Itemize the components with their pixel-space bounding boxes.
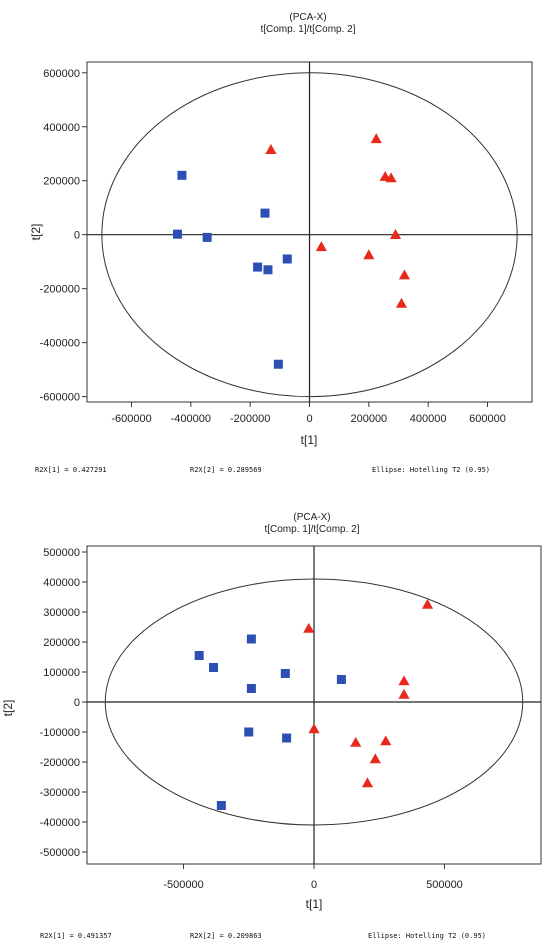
- chart-1-subtitle: t[Comp. 1]/t[Comp. 2]: [260, 24, 355, 35]
- chart-1-x-tick-label: -400000: [171, 413, 211, 425]
- chart-2-hotelling-ellipse: [104, 578, 524, 826]
- chart-1-stat-r2x1: R2X[1] = 0.427291: [35, 466, 107, 474]
- chart-1-point-triangle: [370, 133, 382, 144]
- chart-1-y-tick-label: -200000: [40, 284, 80, 296]
- chart-2-point-square: [244, 727, 254, 737]
- chart-2-point-square: [282, 733, 292, 743]
- chart-2-y-tick-label: -500000: [40, 847, 80, 859]
- chart-2-stat-r2x1: R2X[1] = 0.491357: [40, 932, 112, 940]
- chart-2-point-square: [194, 651, 204, 660]
- chart-2-point-triangle: [421, 598, 434, 609]
- chart-1-x-tick-label: 600000: [469, 413, 506, 425]
- pca-scores-plot-1: (PCA-X) t[Comp. 1]/t[Comp. 2] -600000 -40…: [29, 12, 533, 474]
- chart-1-point-square: [177, 170, 187, 180]
- chart-2-stat-r2x2: R2X[2] = 0.209863: [190, 932, 262, 940]
- chart-1-y-tick-label: -600000: [40, 392, 80, 404]
- chart-1-point-square: [273, 359, 283, 369]
- pca-scores-plot-2: (PCA-X) t[Comp. 1]/t[Comp. 2] -500000 0 50…: [0, 490, 549, 948]
- chart-1-stat-r2x2: R2X[2] = 0.289569: [190, 466, 262, 474]
- chart-2-point-triangle: [303, 622, 315, 633]
- chart-2-subtitle: t[Comp. 1]/t[Comp. 2]: [264, 524, 359, 535]
- chart-1-stat-ellipse: Ellipse: Hotelling T2 (0.95): [372, 466, 490, 474]
- chart-1-x-tick-label: 400000: [410, 413, 447, 425]
- chart-1-svg: (PCA-X) t[Comp. 1]/t[Comp. 2] -600000 -40…: [29, 12, 533, 474]
- chart-2-y-tick-label: -100000: [40, 727, 80, 739]
- chart-1-y-tick-label: 200000: [43, 176, 80, 188]
- chart-2-y-tick-label: 100000: [43, 667, 80, 679]
- chart-1-x-axis-label: t[1]: [301, 433, 318, 447]
- chart-2-point-square: [246, 634, 256, 644]
- chart-2-point-triangle: [350, 736, 362, 747]
- chart-2-point-triangle: [398, 675, 410, 686]
- chart-2-y-tick-label: -200000: [40, 757, 80, 769]
- chart-1-title: (PCA-X): [289, 12, 326, 23]
- chart-1-point-triangle: [315, 241, 327, 252]
- chart-1-point-square: [253, 262, 263, 272]
- chart-2-point-triangle: [361, 777, 374, 788]
- chart-2-x-tick-label: 0: [311, 879, 317, 891]
- chart-2-x-tick-label: -500000: [163, 879, 203, 891]
- chart-2-x-tick-label: 500000: [426, 879, 463, 891]
- chart-2-y-tick-label: 200000: [43, 637, 80, 649]
- chart-2-point-square: [246, 684, 256, 693]
- chart-1-point-square: [260, 208, 270, 218]
- chart-1-point-square: [263, 265, 273, 275]
- chart-1-point-triangle: [385, 172, 397, 183]
- chart-1-y-tick-label: -400000: [40, 338, 80, 350]
- chart-2-point-triangle: [398, 688, 410, 699]
- chart-2-y-tick-label: 500000: [43, 547, 80, 559]
- chart-1-point-triangle: [398, 269, 411, 280]
- chart-2-title: (PCA-X): [293, 512, 330, 523]
- chart-1-x-tick-label: -600000: [111, 413, 151, 425]
- chart-1-point-triangle: [363, 249, 375, 260]
- chart-2-stat-ellipse: Ellipse: Hotelling T2 (0.95): [368, 932, 486, 940]
- chart-1-x-tick-label: 200000: [350, 413, 387, 425]
- chart-1-hotelling-ellipse: [101, 72, 518, 398]
- chart-1-y-axis-label: t[2]: [29, 224, 43, 241]
- chart-1-point-triangle: [395, 297, 408, 308]
- chart-2-point-triangle: [308, 723, 320, 734]
- chart-2-y-tick-label: 400000: [43, 577, 80, 589]
- chart-1-point-triangle: [265, 144, 277, 154]
- chart-1-point-square: [282, 254, 292, 264]
- chart-2-y-axis-label: t[2]: [1, 700, 15, 717]
- chart-1-y-tick-label: 600000: [43, 68, 80, 80]
- chart-2-point-triangle: [380, 735, 392, 746]
- chart-2-point-square: [209, 663, 219, 672]
- chart-2-y-tick-label: 0: [74, 697, 80, 709]
- chart-2-point-square: [216, 801, 226, 810]
- chart-1-y-tick-label: 400000: [43, 122, 80, 134]
- chart-2-y-tick-label: 300000: [43, 607, 80, 619]
- chart-2-y-tick-label: -400000: [40, 817, 80, 829]
- chart-1-point-square: [202, 232, 212, 242]
- chart-2-x-axis-label: t[1]: [306, 897, 323, 911]
- chart-2-point-triangle: [369, 753, 381, 764]
- chart-1-x-tick-label: -200000: [230, 413, 270, 425]
- chart-2-point-square: [336, 675, 346, 684]
- chart-1-point-triangle: [389, 229, 402, 239]
- chart-1-y-tick-label: 0: [74, 230, 80, 242]
- chart-2-svg: (PCA-X) t[Comp. 1]/t[Comp. 2] -500000 0 50…: [1, 512, 542, 940]
- chart-1-point-square: [172, 229, 182, 239]
- chart-2-point-square: [280, 669, 290, 678]
- chart-1-x-tick-label: 0: [306, 413, 312, 425]
- chart-2-y-tick-label: -300000: [40, 787, 80, 799]
